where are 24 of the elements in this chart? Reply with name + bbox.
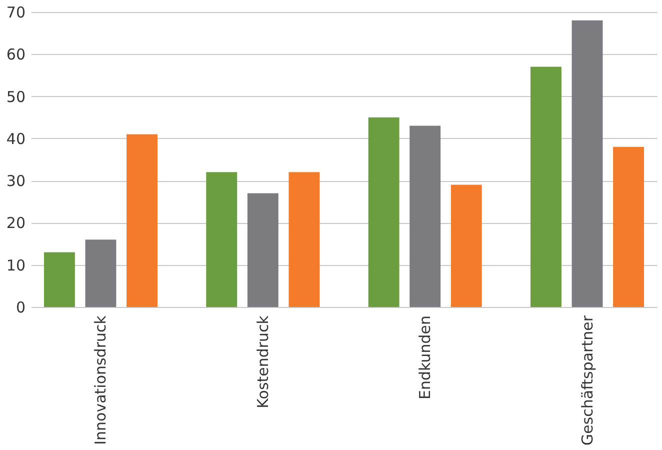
x-tick-label: Kostendruck <box>254 315 272 408</box>
bar <box>206 172 238 307</box>
bar <box>410 126 441 307</box>
y-tick-label: 40 <box>6 130 26 148</box>
y-tick-label: 20 <box>6 214 26 232</box>
bar <box>288 172 320 307</box>
bar <box>450 184 482 307</box>
bar <box>85 240 116 307</box>
y-tick-label: 60 <box>6 46 26 64</box>
x-tick-label: Endkunden <box>416 316 434 400</box>
bar <box>126 134 158 307</box>
bar <box>44 252 75 307</box>
x-tick-label: Innovationsdruck <box>92 315 110 445</box>
bar <box>613 146 644 307</box>
y-tick-label: 30 <box>6 172 26 190</box>
y-tick-label: 10 <box>6 256 26 274</box>
bar <box>530 66 562 307</box>
bar <box>572 20 603 307</box>
bar <box>247 193 278 307</box>
y-tick-label: 0 <box>16 298 26 316</box>
y-tick-label: 70 <box>6 4 26 22</box>
x-tick-label: Geschäftspartner <box>578 314 596 446</box>
bar <box>368 117 400 307</box>
y-tick-label: 50 <box>6 88 26 106</box>
